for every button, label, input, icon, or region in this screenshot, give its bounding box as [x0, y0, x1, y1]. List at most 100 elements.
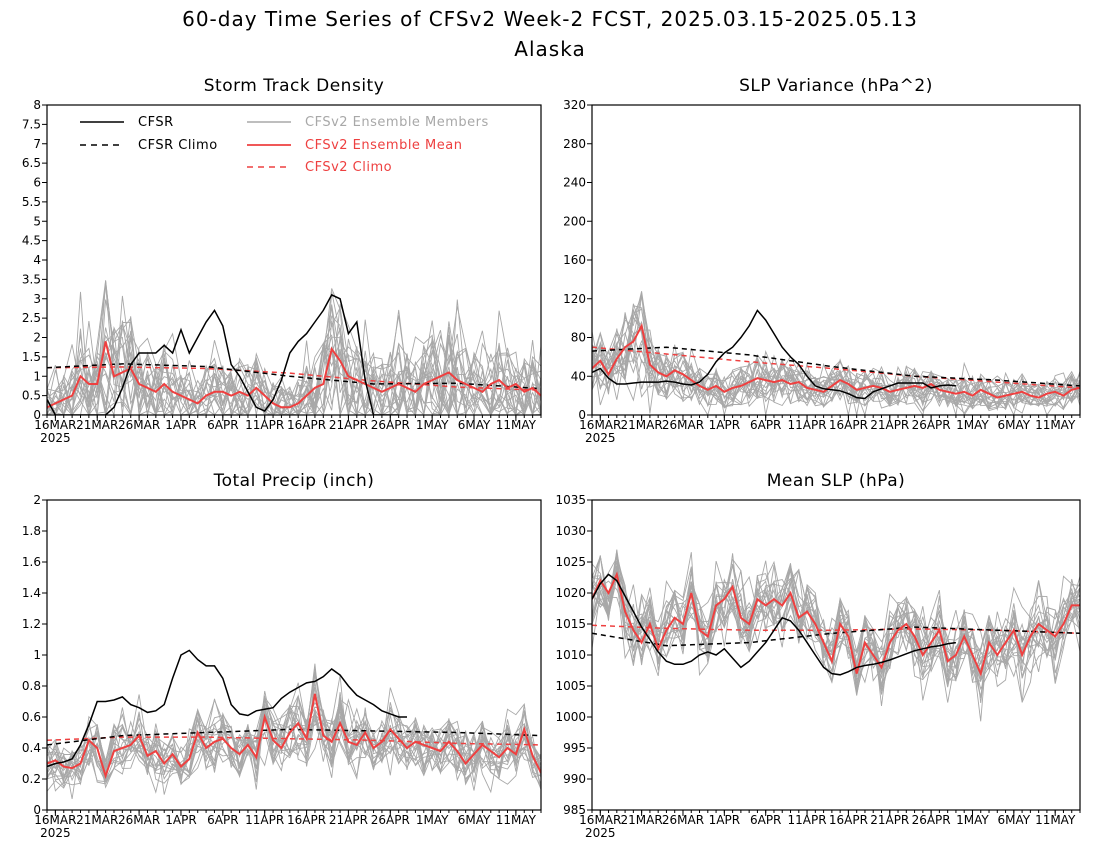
ensemble-member-line: [47, 696, 541, 783]
y-tick-label: 1035: [555, 493, 586, 507]
x-tick-label: 6MAY: [998, 418, 1031, 432]
y-tick-label: 1.6: [22, 555, 41, 569]
series-cfsr-line: [592, 309, 956, 400]
y-tick-label: 1025: [555, 555, 586, 569]
y-tick-label: 0: [33, 803, 41, 817]
y-tick-label: 1.4: [22, 586, 41, 600]
x-tick-label: 1MAY: [416, 813, 449, 827]
x-tick-label: 26APR: [371, 813, 410, 827]
series-cfsr-climo-line: [592, 626, 1080, 647]
x-tick-label: 26APR: [912, 813, 951, 827]
ensemble-member-line: [47, 280, 541, 415]
x-tick-label: 26APR: [371, 418, 410, 432]
series-cfsv2-ensemble-mean-line: [592, 323, 1080, 399]
y-tick-label: 0: [578, 408, 586, 422]
x-tick-label: 16MAR: [579, 418, 621, 432]
series-cfsr-line: [592, 573, 957, 676]
ensemble-member-line: [47, 323, 541, 415]
legend-members-label: CFSv2 Ensemble Members: [305, 115, 489, 130]
ensemble-member-line: [47, 306, 541, 415]
x-tick-label: 16MAR: [34, 813, 76, 827]
panel-frame: [591, 104, 1081, 416]
x-tick-label: 21MAR: [621, 418, 663, 432]
x-tick-label: 21APR: [329, 813, 368, 827]
x-tick-label: 21APR: [870, 813, 909, 827]
panel-frame: [46, 499, 542, 811]
x-tick-label: 6MAY: [458, 418, 491, 432]
x-tick-label: 16APR: [829, 813, 868, 827]
series-cfsr-line: [47, 293, 399, 415]
x-tick-label: 21MAR: [76, 418, 118, 432]
x-year-label: 2025: [40, 431, 71, 445]
y-tick-label: 8: [33, 98, 41, 112]
x-tick-label: 1MAY: [956, 813, 989, 827]
ensemble-member-line: [592, 292, 1080, 415]
y-tick-label: 80: [571, 331, 586, 345]
panel-3: Total Precip (inch) 0 0.2 0.4 0.6 0.8 1 1.2 1.4 1…: [22, 471, 542, 840]
plot-area: [592, 291, 1080, 415]
series-cfsr-climo-line: [47, 728, 541, 746]
page-subtitle: Alaska: [514, 37, 585, 61]
y-tick-label: 200: [563, 214, 586, 228]
panel-4: Mean SLP (hPa) 985 990 995 1000 1005 1010 1015 1…: [555, 471, 1081, 840]
x-tick-label: 16APR: [287, 418, 326, 432]
ensemble-member-line: [592, 331, 1080, 415]
x-tick-label: 21MAR: [76, 813, 118, 827]
x-tick-label: 6MAY: [458, 813, 491, 827]
ensemble-member-line: [592, 553, 1080, 722]
ensemble-member-line: [47, 692, 541, 785]
ensemble-member-line: [47, 304, 541, 415]
x-tick-label: 6APR: [207, 418, 238, 432]
legend: CFSR CFSR Climo CFSv2 Ensemble Members C…: [80, 115, 489, 175]
y-tick-label: 1.8: [22, 524, 41, 538]
y-tick-label: 320: [563, 98, 586, 112]
x-tick-label: 11MAY: [496, 813, 537, 827]
ensemble-member-line: [592, 293, 1080, 410]
page-title: 60-day Time Series of CFSv2 Week-2 FCST,…: [182, 7, 918, 31]
y-tick-label: 3.5: [22, 272, 41, 286]
ensemble-member-line: [47, 671, 541, 795]
x-year-label: 2025: [585, 826, 616, 840]
y-tick-label: 2.5: [22, 311, 41, 325]
x-tick-label: 16APR: [287, 813, 326, 827]
x-tick-label: 6APR: [750, 418, 781, 432]
panel-title: Storm Track Density: [204, 76, 385, 96]
y-tick-label: 1005: [555, 679, 586, 693]
panel-frame: [46, 104, 542, 416]
ensemble-member-line: [47, 668, 541, 784]
legend-mean-label: CFSv2 Ensemble Mean: [305, 138, 462, 153]
x-tick-label: 11APR: [788, 813, 827, 827]
series-cfsv2-ensemble-mean-line: [592, 571, 1080, 677]
plot-area: [592, 549, 1080, 722]
x-tick-label: 11APR: [245, 813, 284, 827]
y-tick-label: 5.5: [22, 195, 41, 209]
y-tick-label: 1020: [555, 586, 586, 600]
ensemble-member-line: [592, 331, 1080, 414]
x-tick-label: 1APR: [165, 418, 196, 432]
plot-area: [47, 280, 541, 415]
x-year-label: 2025: [585, 431, 616, 445]
series-cfsr-line: [47, 649, 407, 768]
y-tick-label: 0.8: [22, 679, 41, 693]
x-tick-label: 1APR: [709, 813, 740, 827]
x-tick-label: 16MAR: [579, 813, 621, 827]
y-tick-label: 4: [33, 253, 41, 267]
x-tick-label: 11MAY: [1035, 418, 1076, 432]
panel-title: SLP Variance (hPa^2): [739, 76, 933, 96]
ensemble-member-line: [47, 330, 541, 415]
series-cfsv2-ensemble-mean-line: [47, 693, 541, 780]
y-tick-label: 240: [563, 176, 586, 190]
y-tick-label: 120: [563, 292, 586, 306]
y-tick-label: 1000: [555, 710, 586, 724]
y-tick-label: 1015: [555, 617, 586, 631]
y-tick-label: 1: [33, 369, 41, 383]
ensemble-member-line: [592, 308, 1080, 415]
x-tick-label: 11MAY: [496, 418, 537, 432]
y-tick-label: 0.4: [22, 741, 41, 755]
y-tick-label: 985: [563, 803, 586, 817]
y-tick-label: 280: [563, 137, 586, 151]
y-tick-label: 2: [33, 493, 41, 507]
x-tick-label: 6MAY: [998, 813, 1031, 827]
y-tick-label: 160: [563, 253, 586, 267]
x-tick-label: 21APR: [870, 418, 909, 432]
